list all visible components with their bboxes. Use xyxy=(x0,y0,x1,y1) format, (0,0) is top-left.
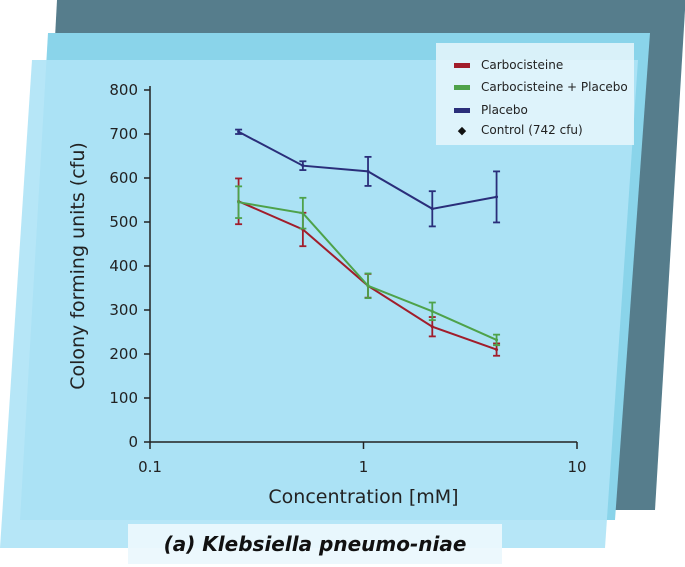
y-tick-label: 500 xyxy=(109,213,138,231)
x-axis-title: Concentration [mM] xyxy=(268,486,458,508)
legend-swatch-carbocisteine-placebo xyxy=(454,84,470,90)
data-point xyxy=(430,207,434,211)
data-point xyxy=(495,348,499,352)
data-point xyxy=(495,338,499,342)
data-point xyxy=(237,200,241,204)
series-placebo xyxy=(235,128,501,228)
data-point xyxy=(495,195,499,199)
y-tick-label: 600 xyxy=(109,169,138,187)
data-point xyxy=(366,284,370,288)
axes: 0 100 200 300 400 500 600 700 800 0.1 1 10 Concentra… xyxy=(67,81,587,508)
legend-label-control: Control (742 cfu) xyxy=(481,123,583,137)
legend-swatch-placebo xyxy=(454,107,470,113)
y-tick-label: 100 xyxy=(109,389,138,407)
y-tick-label: 400 xyxy=(109,257,138,275)
series-carbocisteine-placebo xyxy=(235,185,501,347)
series-line-carbocisteine-placebo xyxy=(238,201,498,341)
legend-item-placebo: Placebo xyxy=(436,100,528,120)
series-carbocisteine xyxy=(235,177,501,357)
y-tick-label: 800 xyxy=(109,81,138,99)
legend-label-carbocisteine-placebo: Carbocisteine + Placebo xyxy=(481,80,628,94)
legend-item-carbocisteine: Carbocisteine xyxy=(436,55,563,75)
x-tick-label: 10 xyxy=(567,458,586,476)
y-tick-label: 200 xyxy=(109,345,138,363)
series-layer xyxy=(235,128,501,357)
diamond-icon: ◆ xyxy=(457,123,467,137)
data-point xyxy=(430,309,434,313)
x-tick-label: 0.1 xyxy=(138,458,162,476)
data-point xyxy=(237,130,241,134)
figure-caption: (a) Klebsiella pneumo-niae xyxy=(128,524,502,564)
legend-label-placebo: Placebo xyxy=(481,103,528,117)
y-tick-label: 0 xyxy=(128,433,138,451)
y-tick-label: 300 xyxy=(109,301,138,319)
y-tick-label: 700 xyxy=(109,125,138,143)
front-panel xyxy=(0,60,638,548)
x-tick-label: 1 xyxy=(359,458,369,476)
legend: Carbocisteine Carbocisteine + Placebo Pl… xyxy=(436,43,634,145)
legend-label-carbocisteine: Carbocisteine xyxy=(481,58,564,72)
y-axis-title: Colony forming units (cfu) xyxy=(67,142,89,390)
data-point xyxy=(366,169,370,173)
data-point xyxy=(301,164,305,168)
legend-item-carbocisteine-placebo: Carbocisteine + Placebo xyxy=(436,77,628,97)
data-point xyxy=(301,211,305,215)
legend-swatch-carbocisteine xyxy=(454,62,470,68)
legend-item-control: ◆ Control (742 cfu) xyxy=(436,120,583,140)
data-point xyxy=(430,325,434,329)
